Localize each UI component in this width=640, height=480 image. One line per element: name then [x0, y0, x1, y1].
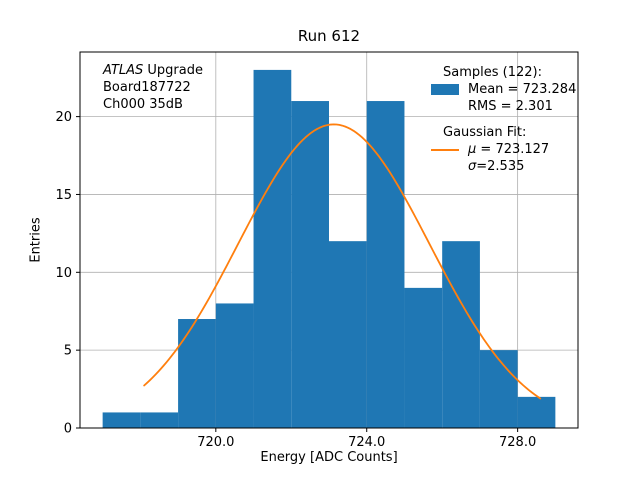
- svg-text:15: 15: [55, 188, 72, 203]
- svg-text:724.0: 724.0: [348, 435, 385, 450]
- svg-text:5: 5: [64, 344, 72, 359]
- histogram-swatch-icon: [431, 84, 459, 95]
- annotation-line-detector: ATLAS Upgrade: [103, 62, 203, 79]
- legend-mu-label: μ = 723.127: [468, 142, 550, 157]
- legend-mean-label: Mean = 723.284: [468, 82, 577, 97]
- y-axis-label: Entries: [28, 217, 44, 263]
- legend-fit-header: Gaussian Fit:: [443, 125, 527, 140]
- legend-entry-mean: Mean = 723.284: [431, 81, 576, 98]
- svg-text:0: 0: [64, 422, 72, 437]
- legend-rms-label: RMS = 2.301: [468, 99, 553, 114]
- svg-text:720.0: 720.0: [197, 435, 234, 450]
- legend-entry-rms: RMS = 2.301: [431, 98, 576, 115]
- annotation-block: ATLAS Upgrade Board187722 Ch000 35dB: [103, 62, 203, 113]
- annotation-line-board: Board187722: [103, 80, 191, 95]
- legend: Samples (122): Mean = 723.284 RMS = 2.30…: [431, 64, 576, 175]
- annotation-upgrade: Upgrade: [143, 63, 203, 78]
- x-axis-label: Energy [ADC Counts]: [260, 450, 398, 465]
- svg-text:728.0: 728.0: [499, 435, 536, 450]
- legend-entry-sigma: σ=2.535: [431, 158, 576, 175]
- legend-samples-header: Samples (122):: [443, 65, 542, 80]
- annotation-atlas: ATLAS: [103, 63, 144, 78]
- legend-sigma-label: σ=2.535: [468, 159, 525, 174]
- fit-line-swatch-icon: [431, 148, 459, 151]
- svg-text:20: 20: [55, 110, 72, 125]
- chart-title: Run 612: [297, 27, 361, 45]
- annotation-line-channel: Ch000 35dB: [103, 97, 183, 112]
- legend-entry-mu: μ = 723.127: [431, 141, 576, 158]
- svg-text:10: 10: [55, 266, 72, 281]
